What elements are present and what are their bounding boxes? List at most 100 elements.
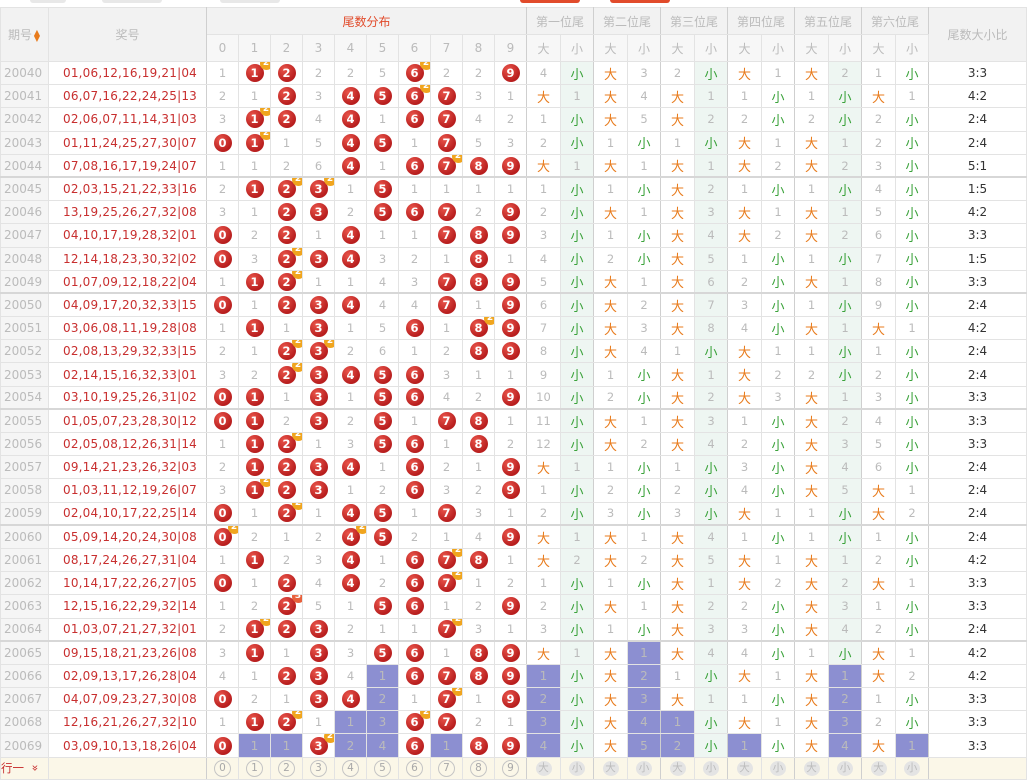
footer-small-toggle[interactable]: 小 (703, 761, 719, 777)
numbers-cell: 04,10,17,19,28,32|01 (48, 223, 207, 248)
missing-count: 1 (410, 506, 419, 521)
tail-cell-1: 1 (238, 269, 271, 294)
footer-big-toggle[interactable]: 大 (535, 761, 552, 777)
footer-label-cell[interactable]: 行一 » (0, 756, 49, 780)
tail-cell-4: 1 (334, 176, 367, 202)
tail-ball: 3 (309, 620, 328, 639)
small-marker: 小 (771, 322, 785, 338)
position-6-big-cell: 1 (861, 60, 896, 86)
small-marker: 小 (905, 438, 919, 454)
footer-big-toggle[interactable]: 大 (736, 761, 753, 777)
missing-count: 2 (606, 390, 615, 405)
footer-digit-toggle[interactable]: 2 (278, 759, 295, 777)
tail-sum-separator: | (177, 182, 182, 197)
big-marker: 大 (737, 507, 751, 523)
tail-cell-8: 2 (462, 710, 495, 735)
missing-count: 4 (640, 344, 648, 359)
small-marker: 小 (905, 693, 919, 709)
tail-ball: 2 (277, 481, 296, 500)
small-marker: 小 (570, 600, 584, 616)
footer-digit-toggle[interactable]: 7 (438, 759, 455, 777)
footer-digit-toggle[interactable]: 9 (502, 759, 519, 777)
header-row-top: 期号 ▲ ▼ 奖号 尾数分布 第一位尾 第二位尾 第三位尾 第四位尾 第五位尾 第六… (0, 7, 1027, 62)
tail-ball: 3 (309, 319, 328, 338)
footer-digit-toggle[interactable]: 4 (342, 759, 359, 777)
tail-cell-6: 6 (398, 200, 431, 225)
top-tab-fragment[interactable] (220, 0, 280, 3)
tail-cell-6: 3 (398, 269, 431, 294)
top-tab-fragment-active[interactable] (520, 0, 580, 3)
tail-cell-2: 1 (270, 130, 303, 155)
position-5-big-cell: 大 (794, 710, 829, 735)
missing-count: 9 (539, 367, 548, 382)
position-3-small-cell: 小 (694, 663, 728, 689)
position-1-big-cell: 3 (526, 617, 561, 642)
small-marker: 小 (905, 253, 919, 269)
position-3-small-cell: 1 (694, 153, 728, 178)
missing-count: 1 (346, 390, 355, 405)
position-3-big-cell: 1 (660, 455, 695, 480)
position-4-big-cell: 2 (727, 594, 762, 619)
small-marker: 小 (570, 183, 584, 199)
tail-cell-8: 1 (462, 292, 495, 318)
position-6-small-cell: 小 (895, 292, 929, 318)
footer-big-toggle[interactable]: 大 (870, 761, 887, 777)
footer-digit-toggle[interactable]: 0 (214, 759, 231, 777)
position-3-big-cell: 大 (660, 153, 695, 178)
big-header: 大 (660, 34, 695, 62)
position-3-big-cell: 大 (660, 176, 695, 202)
footer-big-toggle[interactable]: 大 (602, 761, 619, 777)
position-3-big-cell: 大 (660, 385, 695, 410)
tail-cell-8: 8 (462, 269, 495, 294)
missing-count: 2 (707, 599, 715, 614)
position-3-small-cell: 6 (694, 269, 728, 294)
tail-sum-separator: | (177, 668, 182, 683)
top-tab-fragment-active[interactable] (610, 0, 670, 3)
tail-cell-1: 1 (238, 431, 271, 457)
ratio-cell: 3:3 (928, 687, 1027, 712)
footer-big-cell: 大 (593, 756, 628, 780)
position-3-small-cell: 1 (694, 84, 728, 109)
tail-ball: 6 (405, 666, 424, 685)
big-marker: 大 (804, 67, 818, 83)
period-header[interactable]: 期号 ▲ ▼ (0, 7, 49, 62)
position-4-big-cell: 大 (727, 571, 762, 596)
tail-sum-separator: | (177, 344, 182, 359)
top-tab-fragment[interactable] (30, 0, 66, 3)
missing-count: 2 (410, 530, 419, 545)
footer-small-toggle[interactable]: 小 (837, 761, 853, 777)
tail-sum-separator: | (177, 599, 182, 614)
missing-count: 2 (673, 483, 682, 498)
footer-small-toggle[interactable]: 小 (636, 761, 652, 777)
footer-small-toggle[interactable]: 小 (770, 761, 786, 777)
footer-digit-toggle[interactable]: 1 (246, 759, 263, 777)
sort-icon[interactable]: ▲ ▼ (33, 27, 41, 43)
position-5-big-cell: 大 (794, 431, 829, 457)
missing-count: 1 (282, 135, 291, 150)
big-marker: 大 (536, 554, 550, 570)
missing-count: 3 (442, 483, 451, 498)
footer-digit-toggle[interactable]: 8 (470, 759, 487, 777)
missing-count: 4 (640, 89, 648, 104)
tail-cell-6: 1 (398, 339, 431, 364)
missing-count: 1 (841, 553, 849, 568)
missing-count: 2 (673, 66, 682, 81)
big-marker: 大 (737, 229, 751, 245)
missing-count: 6 (539, 298, 548, 313)
footer-big-toggle[interactable]: 大 (803, 761, 820, 777)
footer-small-toggle[interactable]: 小 (569, 761, 585, 777)
missing-count: 12 (536, 437, 551, 452)
footer-chevron-icon[interactable]: » (28, 764, 43, 772)
position-4-small-cell: 小 (761, 687, 795, 712)
missing-count: 1 (606, 228, 615, 243)
footer-digit-toggle[interactable]: 3 (310, 759, 327, 777)
footer-small-toggle[interactable]: 小 (904, 761, 920, 777)
footer-big-toggle[interactable]: 大 (669, 761, 686, 777)
top-tab-fragment[interactable] (102, 0, 162, 3)
footer-digit-toggle[interactable]: 5 (374, 759, 391, 777)
footer-digit-toggle[interactable]: 6 (406, 759, 423, 777)
missing-count: 1 (314, 506, 323, 521)
position-2-big-cell: 2 (593, 385, 628, 410)
tail-cell-5: 1 (366, 223, 399, 248)
